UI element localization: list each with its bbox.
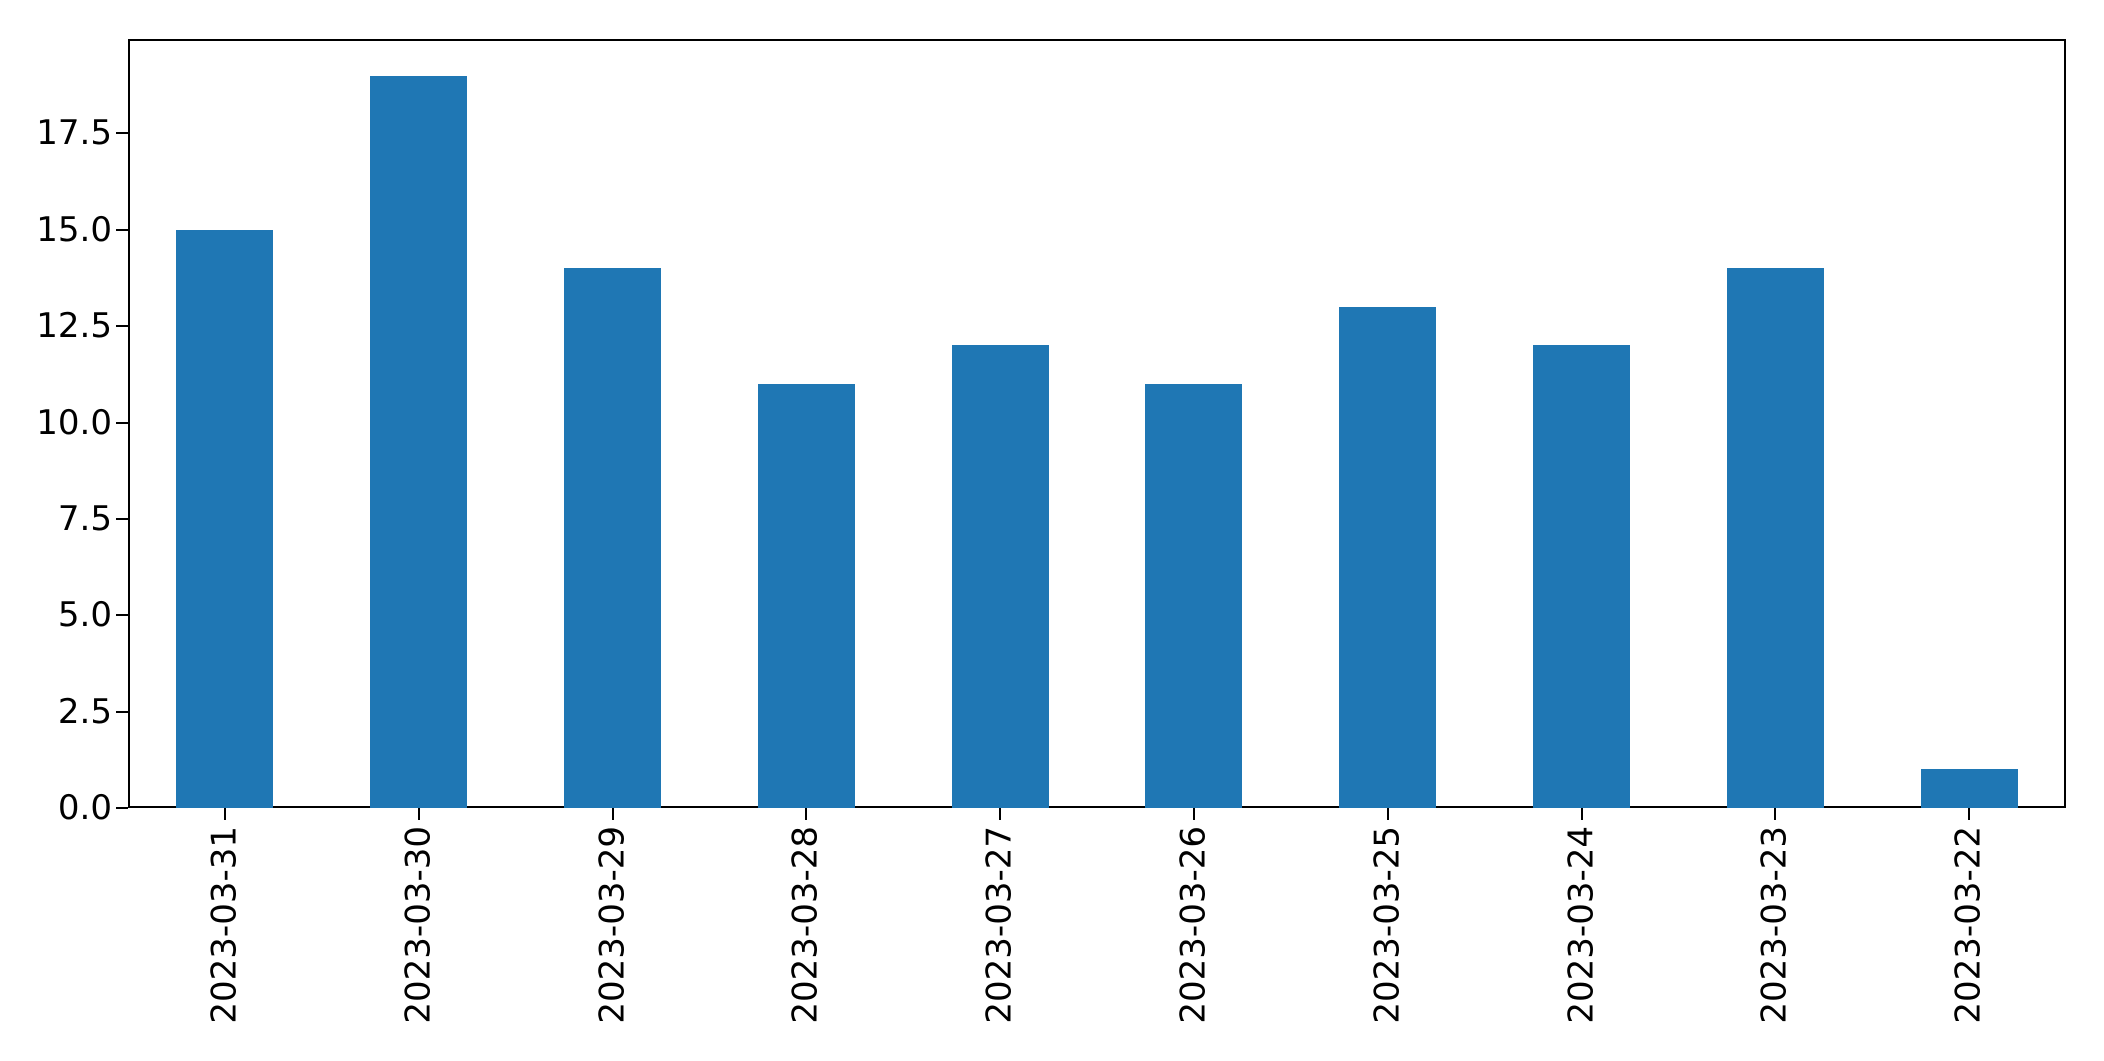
x-tick-label: 2023-03-30 bbox=[397, 826, 438, 1024]
bar-2023-03-27 bbox=[951, 345, 1049, 808]
y-tick-mark bbox=[116, 710, 128, 713]
x-tick-label: 2023-03-25 bbox=[1366, 826, 1407, 1024]
x-tick-label: 2023-03-29 bbox=[591, 826, 632, 1024]
y-tick-label: 5.0 bbox=[57, 595, 112, 636]
x-tick-label: 2023-03-22 bbox=[1948, 826, 1989, 1024]
y-tick-label: 17.5 bbox=[36, 113, 112, 154]
x-tick-mark bbox=[1192, 808, 1195, 820]
x-tick-mark bbox=[1386, 808, 1389, 820]
bar-2023-03-23 bbox=[1726, 268, 1824, 808]
x-tick-mark bbox=[417, 808, 420, 820]
y-tick-label: 15.0 bbox=[36, 209, 112, 250]
bar-2023-03-25 bbox=[1339, 307, 1437, 808]
x-tick-label: 2023-03-31 bbox=[204, 826, 245, 1024]
x-tick-label: 2023-03-26 bbox=[1173, 826, 1214, 1024]
x-tick-mark bbox=[999, 808, 1002, 820]
y-tick-label: 2.5 bbox=[57, 691, 112, 732]
y-tick-label: 7.5 bbox=[57, 498, 112, 539]
y-tick-mark bbox=[116, 228, 128, 231]
y-tick-label: 0.0 bbox=[57, 788, 112, 828]
x-tick-mark bbox=[1968, 808, 1971, 820]
x-tick-mark bbox=[805, 808, 808, 820]
y-tick-mark bbox=[116, 132, 128, 135]
y-tick-mark bbox=[116, 517, 128, 520]
y-tick-mark bbox=[116, 325, 128, 328]
x-tick-mark bbox=[1774, 808, 1777, 820]
bar-2023-03-28 bbox=[757, 384, 855, 808]
bar-2023-03-26 bbox=[1145, 384, 1243, 808]
y-tick-mark bbox=[116, 421, 128, 424]
x-tick-label: 2023-03-27 bbox=[979, 826, 1020, 1024]
x-tick-label: 2023-03-23 bbox=[1754, 826, 1795, 1024]
bar-2023-03-30 bbox=[370, 76, 468, 808]
bar-2023-03-29 bbox=[564, 268, 661, 808]
y-tick-mark bbox=[116, 614, 128, 617]
x-tick-label: 2023-03-24 bbox=[1560, 826, 1601, 1024]
x-tick-label: 2023-03-28 bbox=[785, 826, 826, 1024]
x-tick-mark bbox=[1580, 808, 1583, 820]
y-tick-label: 10.0 bbox=[36, 402, 112, 443]
bar-2023-03-24 bbox=[1533, 345, 1630, 808]
bar-2023-03-31 bbox=[176, 230, 274, 808]
x-tick-mark bbox=[611, 808, 614, 820]
bar-2023-03-22 bbox=[1920, 769, 2018, 808]
y-tick-label: 12.5 bbox=[36, 306, 112, 347]
x-tick-mark bbox=[223, 808, 226, 820]
y-tick-mark bbox=[116, 807, 128, 809]
